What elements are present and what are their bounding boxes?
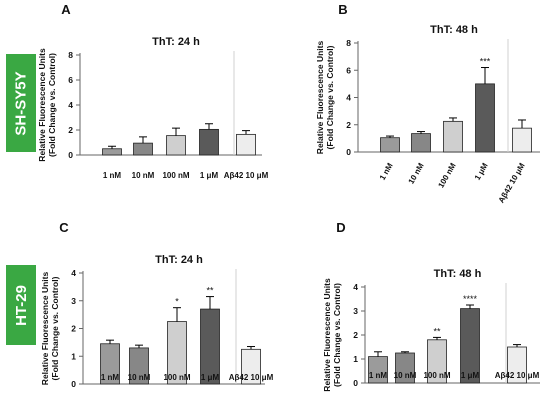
panel-b: B ThT: 48 h Relative Fluorescence Units(Fo… [315, 2, 540, 205]
x-tick-label: 1 μM [461, 371, 480, 380]
panel-letter: C [59, 220, 69, 235]
bar [166, 135, 186, 156]
x-tick-label: Aβ42 10 μM [497, 161, 527, 204]
bar [512, 127, 532, 153]
panel-letter: D [336, 220, 345, 235]
y-tick-label: 2 [68, 125, 73, 135]
y-axis-label: Relative Fluorescence Units(Fold Change … [37, 48, 57, 162]
y-tick-label: 4 [68, 100, 73, 110]
bar [380, 137, 400, 153]
x-tick-label: 1 μM [473, 161, 490, 182]
x-tick-label: 100 nM [162, 171, 189, 180]
y-axis-label: Relative Fluorescence Units(Fold Change … [315, 41, 335, 155]
bar [236, 133, 256, 156]
y-tick-label: 1 [353, 354, 358, 364]
y-tick-label: 4 [346, 93, 351, 103]
y-tick-label: 0 [353, 378, 358, 388]
y-tick-label: 0 [71, 379, 76, 389]
bar [133, 142, 153, 156]
y-tick-label: 2 [346, 120, 351, 130]
y-tick-label: 3 [71, 296, 76, 306]
bar [443, 120, 463, 153]
panel-d: D ThT: 48 h Relative Fluorescence Units(Fo… [322, 220, 540, 392]
significance-mark: **** [463, 294, 478, 304]
bar [475, 83, 495, 153]
x-tick-label: 10 nM [407, 161, 426, 185]
x-tick-label: 1 nM [103, 171, 122, 180]
bar [199, 128, 219, 156]
panel-a: A ThT: 24 h Relative Fluorescence Units(Fo… [37, 2, 269, 180]
significance-mark: ** [433, 326, 441, 336]
x-tick-label: Aβ42 10 μM [229, 373, 274, 382]
x-tick-label: 100 nM [423, 371, 450, 380]
y-tick-label: 0 [346, 147, 351, 157]
x-tick-label: 10 nM [128, 373, 151, 382]
y-tick-label: 8 [346, 38, 351, 48]
row-label-ht-29: HT-29 [6, 265, 36, 345]
y-tick-label: 2 [353, 330, 358, 340]
bar [102, 148, 122, 156]
y-axis-label: Relative Fluorescence Units(Fold Change … [322, 278, 342, 392]
x-tick-label: 1 nM [369, 371, 388, 380]
significance-mark: *** [480, 57, 491, 67]
x-tick-label: 1 μM [201, 373, 220, 382]
y-tick-label: 4 [71, 268, 76, 278]
chart-title: ThT: 24 h [152, 36, 200, 48]
y-tick-label: 6 [68, 75, 73, 85]
chart-title: ThT: 48 h [430, 24, 478, 36]
x-tick-label: 100 nM [436, 161, 458, 189]
y-tick-label: 1 [71, 351, 76, 361]
bar [411, 133, 431, 153]
chart-title: ThT: 48 h [434, 268, 482, 280]
y-tick-label: 0 [68, 150, 73, 160]
panel-letter: A [61, 2, 71, 17]
x-tick-label: 10 nM [394, 371, 417, 380]
y-tick-label: 4 [353, 282, 358, 292]
x-tick-label: 1 nM [101, 373, 120, 382]
x-tick-label: Aβ42 10 μM [495, 371, 540, 380]
x-tick-label: 1 nM [378, 161, 395, 182]
x-tick-label: 10 nM [132, 171, 155, 180]
x-tick-label: 1 μM [200, 171, 219, 180]
significance-mark: * [175, 297, 179, 307]
y-tick-label: 6 [346, 65, 351, 75]
y-tick-label: 8 [68, 50, 73, 60]
y-tick-label: 2 [71, 324, 76, 334]
row-label-sh-sy5y: SH-SY5Y [6, 54, 36, 152]
x-tick-label: Aβ42 10 μM [224, 171, 269, 180]
panel-c: C ThT: 24 h Relative Fluorescence Units(Fo… [40, 220, 274, 389]
y-tick-label: 3 [353, 306, 358, 316]
significance-mark: ** [206, 286, 214, 296]
chart-title: ThT: 24 h [155, 254, 203, 266]
y-axis-label: Relative Fluorescence Units(Fold Change … [40, 272, 60, 386]
x-tick-label: 100 nM [163, 373, 190, 382]
panel-letter: B [338, 2, 347, 17]
